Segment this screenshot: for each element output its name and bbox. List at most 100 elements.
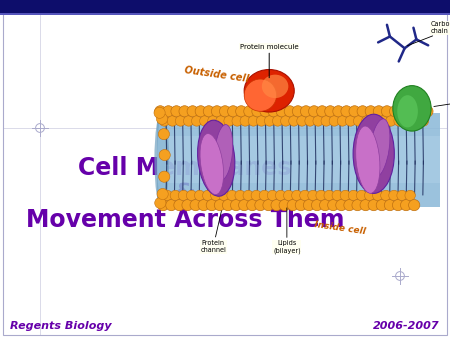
Circle shape <box>392 199 404 211</box>
Circle shape <box>356 190 367 201</box>
Circle shape <box>402 116 412 126</box>
Circle shape <box>198 199 209 211</box>
Circle shape <box>227 190 237 201</box>
Circle shape <box>349 106 360 117</box>
Circle shape <box>184 116 194 126</box>
Ellipse shape <box>393 86 431 131</box>
Circle shape <box>369 116 380 126</box>
Circle shape <box>182 199 193 211</box>
Circle shape <box>260 106 271 117</box>
Circle shape <box>194 190 205 201</box>
Text: &: & <box>175 181 195 205</box>
Circle shape <box>292 106 303 117</box>
Circle shape <box>389 190 399 201</box>
Circle shape <box>297 116 307 126</box>
Circle shape <box>288 116 299 126</box>
Circle shape <box>309 106 320 117</box>
Circle shape <box>409 199 420 211</box>
Circle shape <box>158 199 169 211</box>
Polygon shape <box>158 136 440 183</box>
Circle shape <box>155 106 166 117</box>
Circle shape <box>167 116 178 126</box>
Circle shape <box>329 116 340 126</box>
Circle shape <box>240 116 251 126</box>
Circle shape <box>394 116 404 126</box>
Circle shape <box>186 190 197 201</box>
Circle shape <box>305 116 315 126</box>
Circle shape <box>397 190 407 201</box>
Circle shape <box>386 116 396 126</box>
Circle shape <box>247 199 258 211</box>
Ellipse shape <box>397 95 418 127</box>
Circle shape <box>344 199 355 211</box>
Circle shape <box>348 190 359 201</box>
Circle shape <box>275 190 286 201</box>
Circle shape <box>255 199 266 211</box>
Ellipse shape <box>262 75 288 98</box>
Text: Protein
channel: Protein channel <box>200 211 226 253</box>
Circle shape <box>336 199 347 211</box>
Circle shape <box>219 190 229 201</box>
Circle shape <box>235 190 245 201</box>
Circle shape <box>300 190 310 201</box>
Ellipse shape <box>200 134 224 195</box>
Circle shape <box>313 116 324 126</box>
Circle shape <box>400 199 412 211</box>
Circle shape <box>397 106 409 117</box>
Circle shape <box>272 116 283 126</box>
Ellipse shape <box>154 111 169 208</box>
Circle shape <box>248 116 259 126</box>
Ellipse shape <box>244 70 294 112</box>
Circle shape <box>381 190 391 201</box>
Text: 2006-2007: 2006-2007 <box>374 321 440 331</box>
Circle shape <box>316 190 326 201</box>
Circle shape <box>301 106 311 117</box>
Circle shape <box>271 199 282 211</box>
Circle shape <box>276 106 287 117</box>
Text: Protein molecule: Protein molecule <box>240 44 298 78</box>
Circle shape <box>203 106 215 117</box>
Circle shape <box>373 106 384 117</box>
Circle shape <box>200 116 210 126</box>
Circle shape <box>332 190 342 201</box>
Text: Cell Membranes: Cell Membranes <box>78 156 292 180</box>
Circle shape <box>166 199 177 211</box>
Circle shape <box>263 199 274 211</box>
Circle shape <box>211 190 221 201</box>
Circle shape <box>187 106 198 117</box>
Circle shape <box>295 199 306 211</box>
Circle shape <box>157 189 168 200</box>
Text: Protein
molecule: Protein molecule <box>434 95 450 107</box>
Circle shape <box>311 199 323 211</box>
Circle shape <box>232 116 243 126</box>
Circle shape <box>267 190 278 201</box>
Circle shape <box>214 199 225 211</box>
Circle shape <box>389 106 400 117</box>
Circle shape <box>320 199 331 211</box>
Circle shape <box>224 116 234 126</box>
Text: Inside cell: Inside cell <box>314 220 366 237</box>
Circle shape <box>414 106 425 117</box>
Circle shape <box>174 199 185 211</box>
Circle shape <box>208 116 218 126</box>
Circle shape <box>284 106 295 117</box>
Circle shape <box>384 199 396 211</box>
Circle shape <box>268 106 279 117</box>
Circle shape <box>154 107 165 118</box>
Bar <box>0 13 450 15</box>
Circle shape <box>410 116 420 126</box>
Circle shape <box>365 106 376 117</box>
Text: Movement Across Them: Movement Across Them <box>26 208 344 232</box>
Circle shape <box>321 116 332 126</box>
Circle shape <box>337 116 348 126</box>
Circle shape <box>287 199 298 211</box>
Circle shape <box>259 190 270 201</box>
Circle shape <box>195 106 207 117</box>
Circle shape <box>340 190 351 201</box>
Circle shape <box>159 171 170 182</box>
Circle shape <box>206 199 217 211</box>
Circle shape <box>236 106 247 117</box>
Circle shape <box>230 199 242 211</box>
Circle shape <box>179 106 190 117</box>
Ellipse shape <box>353 114 394 193</box>
